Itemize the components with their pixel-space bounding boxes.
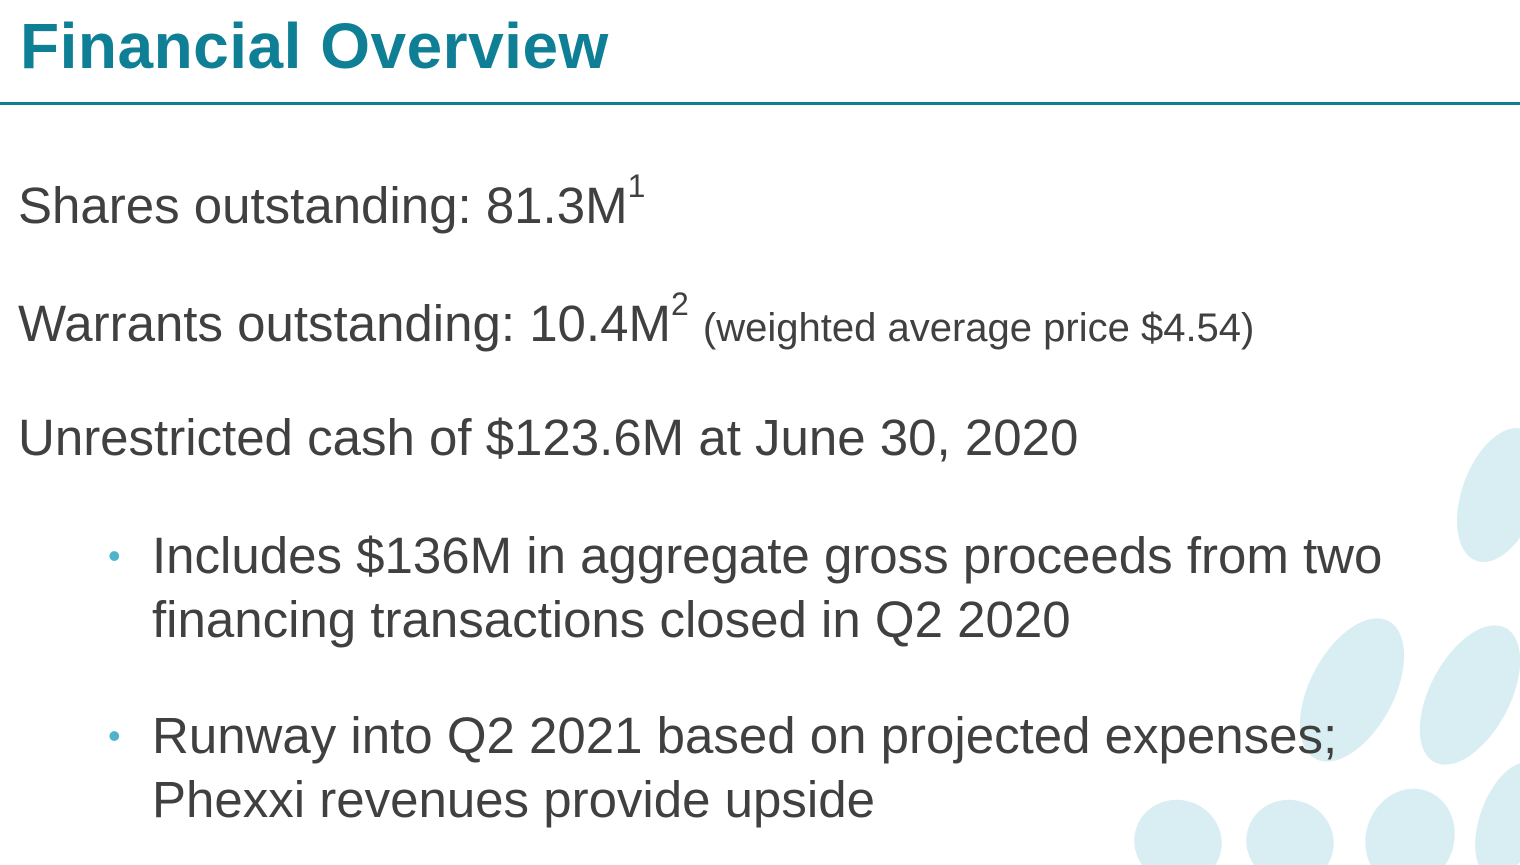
shares-outstanding-text: Shares outstanding: 81.3M <box>18 177 628 234</box>
bullet-line: Phexxi revenues provide upside <box>152 771 875 828</box>
warrants-price-note: (weighted average price $4.54) <box>702 306 1255 350</box>
decor-petal <box>1419 625 1520 765</box>
decor-petal <box>1365 788 1455 865</box>
bullet-line: Runway into Q2 2021 based on projected e… <box>152 707 1338 764</box>
decor-petal <box>1246 799 1334 865</box>
bullet-item: Includes $136M in aggregate gross procee… <box>152 524 1497 652</box>
bullet-line: Includes $136M in aggregate gross procee… <box>152 527 1383 584</box>
warrants-outstanding-line: Warrants outstanding: 10.4M2 (weighted a… <box>18 288 1255 358</box>
decor-petal <box>1475 762 1520 865</box>
title-divider <box>0 102 1520 105</box>
bullet-item: Runway into Q2 2021 based on projected e… <box>152 704 1497 832</box>
footnote-marker: 2 <box>670 286 689 322</box>
bullet-line: financing transactions closed in Q2 2020 <box>152 591 1071 648</box>
footnote-marker: 1 <box>627 168 646 204</box>
decor-petal <box>1457 427 1520 563</box>
decor-petal <box>1299 618 1405 762</box>
decor-petal <box>1134 799 1222 865</box>
warrants-outstanding-text: Warrants outstanding: 10.4M <box>18 295 671 352</box>
page-title: Financial Overview <box>20 10 609 82</box>
bullet-marker: • <box>108 535 121 576</box>
shares-outstanding-line: Shares outstanding: 81.3M1 <box>18 170 645 236</box>
unrestricted-cash-line: Unrestricted cash of $123.6M at June 30,… <box>18 409 1079 466</box>
bullet-marker: • <box>108 715 121 756</box>
